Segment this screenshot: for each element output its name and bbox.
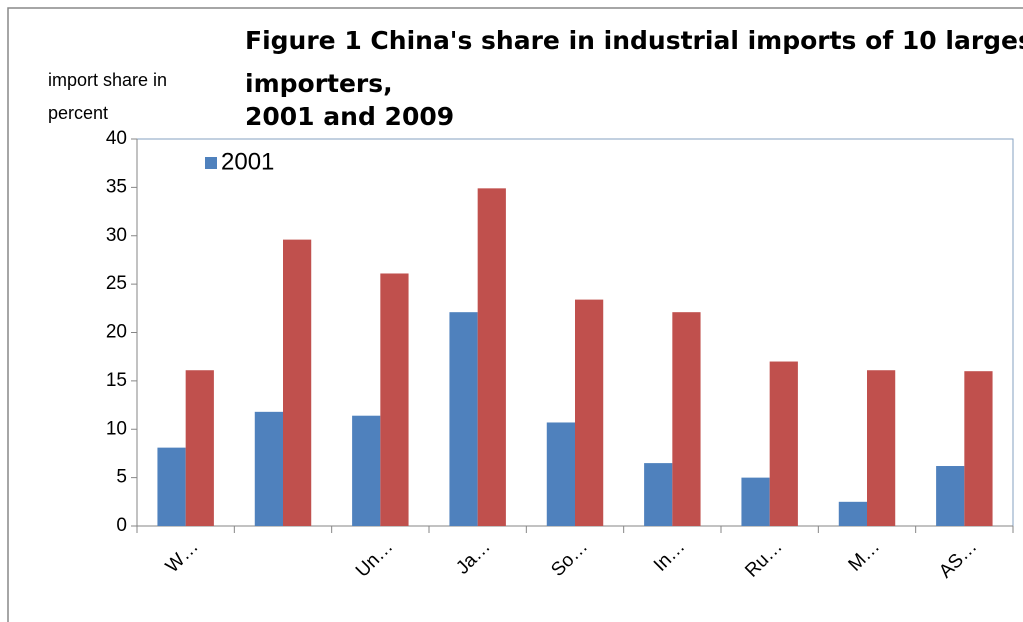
x-tick-label: Un… bbox=[352, 536, 397, 581]
x-tick-label: In… bbox=[650, 536, 689, 575]
bar bbox=[838, 501, 867, 526]
bar bbox=[672, 312, 701, 526]
bar bbox=[185, 370, 214, 526]
bar bbox=[936, 466, 965, 526]
x-tick-label: AS… bbox=[935, 536, 981, 582]
chart-title: Figure 1 China's share in industrial imp… bbox=[245, 26, 1023, 55]
y-tick-label: 35 bbox=[106, 176, 127, 197]
bar bbox=[380, 273, 409, 526]
y-tick-label: 15 bbox=[106, 370, 127, 391]
x-tick-label: So… bbox=[547, 536, 592, 581]
x-tick-label: M… bbox=[845, 536, 884, 575]
bar bbox=[575, 299, 604, 526]
bar bbox=[867, 370, 896, 526]
y-tick-label: 25 bbox=[106, 273, 127, 294]
bar bbox=[352, 415, 381, 526]
y-tick-label: 40 bbox=[106, 128, 127, 149]
bar bbox=[283, 239, 312, 526]
y-axis-label: percent bbox=[48, 103, 108, 123]
bar bbox=[546, 422, 575, 526]
bar bbox=[769, 361, 798, 526]
legend-label: 2001 bbox=[221, 148, 274, 175]
chart-title: 2001 and 2009 bbox=[245, 102, 454, 131]
y-tick-label: 20 bbox=[106, 322, 127, 343]
chart-title: importers, bbox=[245, 69, 393, 98]
bar bbox=[644, 463, 673, 526]
y-tick-label: 30 bbox=[106, 225, 127, 246]
bar bbox=[477, 188, 506, 526]
y-tick-label: 5 bbox=[116, 467, 127, 488]
y-tick-label: 10 bbox=[106, 418, 127, 439]
bar bbox=[157, 447, 186, 526]
bar bbox=[449, 312, 478, 526]
x-tick-label: W… bbox=[162, 536, 203, 577]
y-tick-label: 0 bbox=[116, 515, 127, 536]
y-axis-label: import share in bbox=[48, 70, 167, 90]
x-tick-label: Ru… bbox=[741, 536, 786, 581]
bar bbox=[254, 411, 283, 526]
legend-swatch bbox=[205, 157, 217, 169]
bar bbox=[741, 477, 770, 526]
chart-frame bbox=[7, 7, 1023, 622]
x-tick-label: Ja… bbox=[452, 536, 494, 578]
bar bbox=[964, 371, 993, 526]
